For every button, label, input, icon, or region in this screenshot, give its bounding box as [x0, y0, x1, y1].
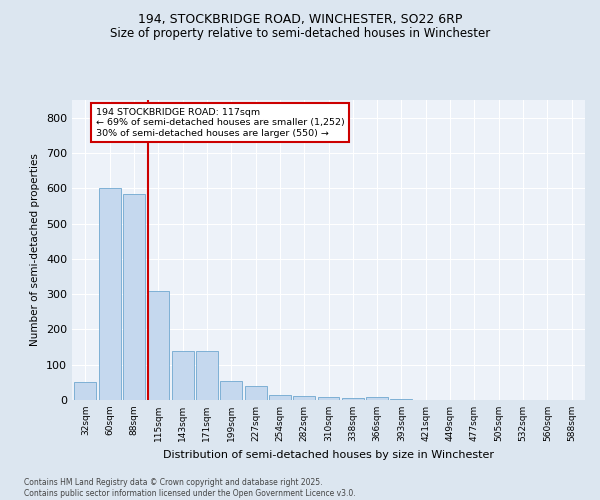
Bar: [196, 350, 218, 400]
Bar: [342, 398, 364, 400]
Bar: [148, 290, 169, 400]
Bar: [293, 396, 315, 400]
Y-axis label: Number of semi-detached properties: Number of semi-detached properties: [31, 154, 40, 346]
Text: 194 STOCKBRIDGE ROAD: 117sqm
← 69% of semi-detached houses are smaller (1,252)
3: 194 STOCKBRIDGE ROAD: 117sqm ← 69% of se…: [95, 108, 344, 138]
Bar: [245, 386, 266, 400]
Bar: [317, 397, 340, 400]
Text: 194, STOCKBRIDGE ROAD, WINCHESTER, SO22 6RP: 194, STOCKBRIDGE ROAD, WINCHESTER, SO22 …: [138, 12, 462, 26]
Bar: [123, 194, 145, 400]
Text: Contains HM Land Registry data © Crown copyright and database right 2025.
Contai: Contains HM Land Registry data © Crown c…: [24, 478, 356, 498]
Bar: [220, 380, 242, 400]
Bar: [269, 394, 291, 400]
X-axis label: Distribution of semi-detached houses by size in Winchester: Distribution of semi-detached houses by …: [163, 450, 494, 460]
Bar: [172, 350, 194, 400]
Bar: [99, 188, 121, 400]
Bar: [74, 382, 97, 400]
Bar: [366, 397, 388, 400]
Text: Size of property relative to semi-detached houses in Winchester: Size of property relative to semi-detach…: [110, 28, 490, 40]
